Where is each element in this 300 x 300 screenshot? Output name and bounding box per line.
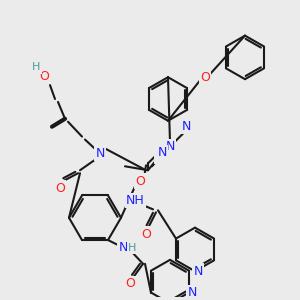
Text: O: O xyxy=(55,182,65,195)
Text: O: O xyxy=(141,228,151,241)
Text: H: H xyxy=(32,62,40,72)
Text: N: N xyxy=(95,147,105,160)
Text: O: O xyxy=(125,277,135,290)
Text: N: N xyxy=(181,120,191,133)
Text: N: N xyxy=(157,146,167,159)
Text: N: N xyxy=(118,242,128,254)
Text: O: O xyxy=(39,70,49,83)
Text: NH: NH xyxy=(126,194,145,207)
Text: N: N xyxy=(193,265,203,278)
Text: N: N xyxy=(188,286,197,299)
Text: O: O xyxy=(200,71,210,84)
Text: O: O xyxy=(135,175,145,188)
Text: N: N xyxy=(155,150,165,163)
Text: H: H xyxy=(128,243,136,253)
Text: N: N xyxy=(165,140,175,153)
